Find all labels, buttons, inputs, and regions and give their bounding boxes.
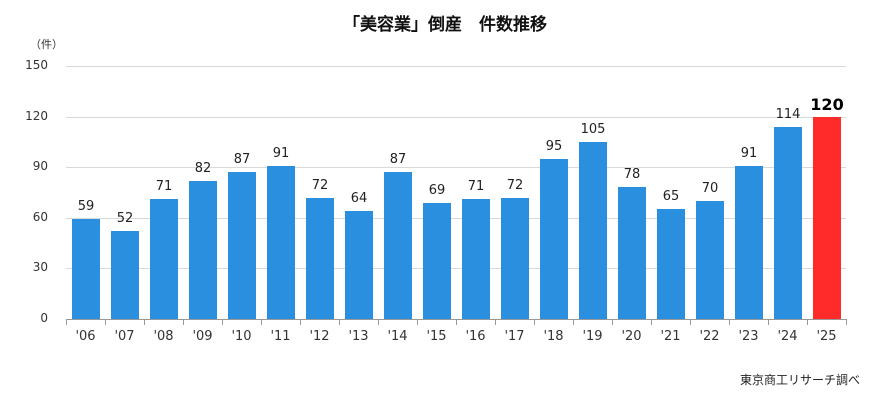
bar (267, 165, 295, 319)
bar (462, 199, 490, 319)
bar-value-label: 78 (623, 167, 641, 183)
bar-value-label: 82 (194, 160, 212, 176)
bar (696, 200, 724, 319)
y-tick-label: 30 (32, 260, 48, 275)
gridline (66, 268, 846, 270)
y-tick-label: 60 (32, 209, 48, 224)
y-axis-unit: （件） (30, 38, 63, 51)
gridline (66, 217, 846, 219)
x-tick-label: '16 (465, 329, 486, 344)
bar (618, 187, 646, 319)
source-note: 東京商工リサーチ調べ (739, 373, 860, 387)
bar-value-label: 72 (311, 177, 329, 193)
x-tick-label: '13 (348, 329, 369, 344)
bar-value-label: 65 (662, 189, 680, 205)
bar (423, 202, 451, 319)
x-axis-tick (534, 319, 535, 325)
x-tick-label: '06 (75, 329, 96, 344)
x-tick-label: '07 (114, 329, 135, 344)
gridline (66, 66, 846, 67)
x-axis-tick (768, 319, 769, 325)
x-tick-label: '12 (309, 329, 330, 344)
bar (228, 172, 256, 319)
x-tick-label: '21 (660, 329, 681, 344)
x-tick-label: '24 (777, 329, 798, 344)
x-tick-label: '08 (153, 329, 174, 344)
bar-value-label: 91 (272, 145, 290, 161)
x-axis-tick (261, 319, 262, 325)
x-tick-label: '10 (231, 329, 252, 344)
x-axis-tick (573, 319, 574, 325)
bar-value-label: 64 (350, 191, 368, 207)
x-tick-label: '14 (387, 329, 408, 344)
bar-value-label: 120 (810, 94, 844, 114)
bar (189, 180, 217, 319)
bar-value-label: 69 (428, 182, 446, 198)
bar-value-label: 91 (740, 145, 758, 161)
x-tick-label: '25 (816, 329, 837, 344)
x-tick-label: '20 (621, 329, 642, 344)
y-tick-label: 150 (25, 58, 48, 72)
x-axis-tick (222, 319, 223, 325)
bar (735, 165, 763, 319)
bar-value-label: 114 (775, 106, 801, 122)
bar (345, 211, 373, 319)
y-tick-label: 120 (25, 108, 48, 123)
bar (384, 172, 412, 319)
chart-title: 「美容業」倒産 件数推移 (343, 15, 547, 35)
x-tick-label: '19 (582, 329, 603, 344)
bar (579, 141, 607, 319)
bar (540, 158, 568, 319)
x-axis-tick (378, 319, 379, 325)
bar-value-label: 87 (233, 152, 251, 168)
x-axis-tick (612, 319, 613, 325)
x-axis-tick (690, 319, 691, 325)
x-tick-label: '22 (699, 329, 720, 344)
bar (111, 231, 139, 319)
bar (774, 126, 802, 319)
bar (306, 197, 334, 319)
bar-value-label: 70 (701, 180, 719, 196)
x-tick-label: '17 (504, 329, 525, 344)
bar-value-label: 95 (545, 138, 563, 154)
x-axis-tick (339, 319, 340, 325)
bar-value-label: 71 (467, 179, 485, 195)
bar-value-label: 105 (580, 121, 606, 137)
bar (657, 209, 685, 319)
x-axis-tick (183, 319, 184, 325)
x-axis-tick (846, 319, 847, 325)
bar (150, 199, 178, 319)
gridline (66, 116, 846, 118)
x-axis-tick (456, 319, 457, 325)
gridline (66, 167, 846, 169)
x-axis-tick (144, 319, 145, 325)
bar-value-label: 59 (77, 199, 95, 215)
x-axis-tick (300, 319, 301, 325)
x-tick-label: '11 (270, 329, 291, 344)
bar (501, 197, 529, 319)
x-axis-tick (807, 319, 808, 325)
x-tick-label: '18 (543, 329, 564, 344)
x-axis-tick (651, 319, 652, 325)
bar (813, 116, 841, 319)
x-axis-tick (417, 319, 418, 325)
bar-value-label: 87 (389, 152, 407, 168)
x-tick-label: '15 (426, 329, 447, 344)
y-tick-label: 90 (32, 159, 48, 174)
x-axis-tick (495, 319, 496, 325)
bar-value-label: 71 (155, 179, 173, 195)
bar-value-label: 52 (116, 211, 134, 227)
x-tick-label: '23 (738, 329, 759, 344)
bar (72, 219, 100, 319)
x-axis-tick (66, 319, 67, 325)
x-axis-tick (105, 319, 106, 325)
x-axis-tick (729, 319, 730, 325)
x-tick-label: '09 (192, 329, 213, 344)
bar-value-label: 72 (506, 177, 524, 193)
y-tick-label: 0 (40, 311, 48, 325)
